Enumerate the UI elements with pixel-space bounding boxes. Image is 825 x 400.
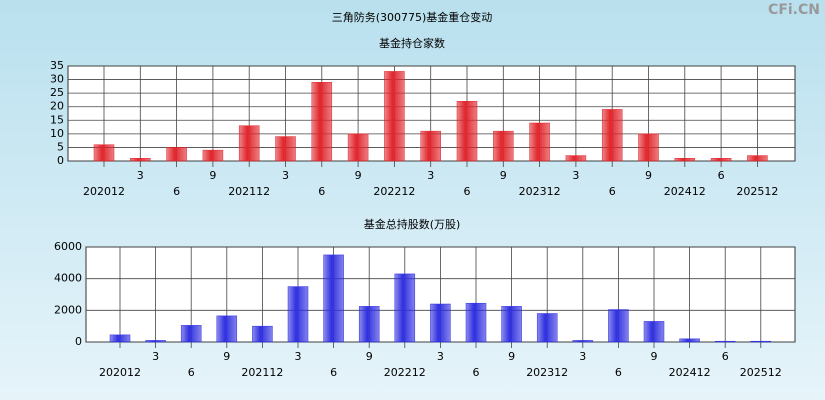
bar [109,334,131,343]
bar [572,340,594,343]
bar [238,125,260,162]
y-tick-label: 35 [50,59,64,72]
x-tick-label: 3 [152,350,159,363]
page-title: 三角防务(300775)基金重仓变动 [332,10,493,24]
y-tick-label: 4000 [54,272,82,285]
x-tick-label: 6 [473,366,480,379]
x-tick-label: 3 [427,169,434,182]
x-tick-label: 9 [645,169,652,182]
x-tick-label: 202112 [241,366,283,379]
bar [252,325,273,343]
x-tick-label: 202012 [83,185,125,198]
bar [529,122,550,162]
bar [93,144,115,162]
bar [358,306,380,343]
bar [180,325,202,343]
x-tick-label: 9 [500,169,507,182]
x-tick-label: 202212 [384,366,426,379]
x-tick-label: 3 [295,350,302,363]
x-tick-label: 3 [137,169,144,182]
x-tick-label: 6 [718,169,725,182]
x-tick-label: 3 [437,350,444,363]
x-tick-label: 9 [355,169,362,182]
bar [674,158,696,162]
x-tick-label: 6 [609,185,616,198]
y-tick-label: 25 [50,86,64,99]
x-tick-label: 6 [464,185,471,198]
y-tick-label: 2000 [54,303,82,316]
x-tick-label: 202312 [526,366,568,379]
bar [430,303,451,343]
y-tick-label: 15 [50,113,64,126]
y-tick-label: 30 [50,73,64,86]
x-tick-label: 3 [579,350,586,363]
bar [501,306,522,343]
chart-title: 基金总持股数(万股) [364,217,461,231]
bar [747,155,768,162]
x-tick-label: 202212 [373,185,415,198]
bar [394,273,416,343]
x-tick-label: 6 [188,366,195,379]
x-tick-label: 9 [366,350,373,363]
bar [565,155,587,162]
chart-title: 基金持仓家数 [379,36,445,50]
bar [714,340,736,343]
x-tick-label: 9 [508,350,515,363]
bar [638,133,659,162]
x-tick-label: 6 [318,185,325,198]
y-tick-label: 10 [50,127,64,140]
x-tick-label: 6 [722,350,729,363]
x-tick-label: 9 [651,350,658,363]
bar [202,149,224,162]
x-tick-label: 6 [330,366,337,379]
y-tick-label: 0 [57,154,64,167]
x-tick-label: 6 [615,366,622,379]
y-tick-label: 0 [75,335,82,348]
bar [287,286,309,343]
x-tick-label: 3 [572,169,579,182]
y-tick-label: 5 [57,140,64,153]
bar [275,136,296,162]
bar [420,130,441,162]
x-tick-label: 202112 [228,185,270,198]
bar [384,71,405,162]
x-tick-label: 202512 [740,366,782,379]
watermark: CFi.CN [768,2,820,18]
x-tick-label: 9 [223,350,230,363]
bar [145,340,166,343]
x-tick-label: 6 [173,185,180,198]
x-tick-label: 202312 [519,185,561,198]
x-tick-label: 202412 [664,185,706,198]
x-tick-label: 202512 [736,185,778,198]
x-tick-label: 3 [282,169,289,182]
bar [608,309,629,343]
x-tick-label: 202412 [669,366,711,379]
bar [710,158,732,162]
bar [323,254,344,343]
bar [643,321,665,343]
y-tick-label: 20 [50,100,64,113]
bar [216,315,238,343]
y-tick-label: 6000 [54,240,82,253]
x-tick-label: 9 [209,169,216,182]
bar [130,158,151,162]
bar [750,340,772,343]
bar [536,313,558,343]
bar [493,130,514,162]
bar [166,147,187,162]
bar [347,133,369,162]
bar [465,302,487,343]
bar [311,82,333,162]
bar [601,109,623,162]
bar [456,101,478,162]
bar [679,338,700,343]
x-tick-label: 202012 [99,366,141,379]
